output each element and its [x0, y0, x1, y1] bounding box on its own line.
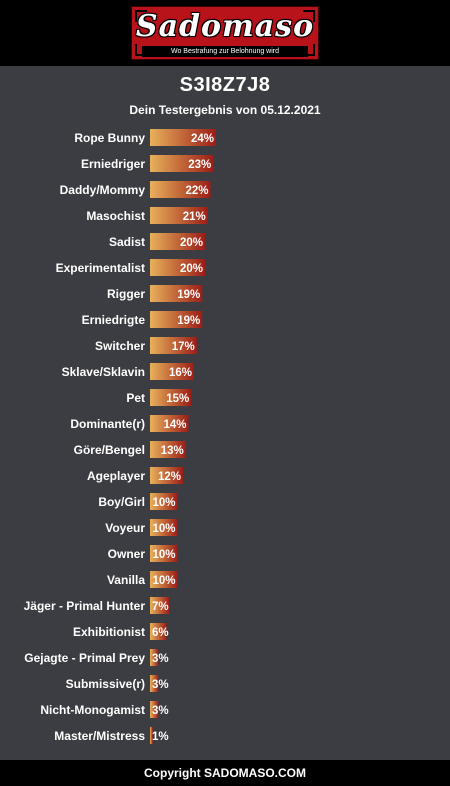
result-bar — [150, 623, 167, 640]
category-label: Experimentalist — [56, 261, 145, 275]
result-bar — [150, 649, 159, 666]
category-label: Sklave/Sklavin — [62, 365, 145, 379]
result-bar — [150, 727, 153, 744]
footer-copyright: Copyright SADOMASO.COM — [0, 760, 450, 786]
result-bar — [150, 155, 214, 172]
bar-value-label: 1% — [152, 731, 169, 743]
result-bar — [150, 181, 211, 198]
category-label: Dominante(r) — [70, 417, 145, 431]
logo-tagline: Wo Bestrafung zur Belohnung wird — [142, 46, 308, 57]
category-label: Daddy/Mommy — [60, 183, 146, 197]
bar-value-label: 20% — [180, 237, 203, 249]
logo-corner-ornament — [303, 44, 315, 56]
bar-value-label: 23% — [188, 159, 211, 171]
result-bar — [150, 233, 205, 250]
bar-value-label: 22% — [185, 185, 208, 197]
bar-value-label: 21% — [183, 211, 206, 223]
result-bar — [150, 259, 205, 276]
bar-value-label: 20% — [180, 263, 203, 275]
bar-value-label: 19% — [177, 289, 200, 301]
bar-value-label: 3% — [152, 653, 169, 665]
result-bar — [150, 519, 178, 536]
bar-value-label: 14% — [163, 419, 186, 431]
category-label: Switcher — [95, 339, 145, 353]
category-label: Rigger — [107, 287, 145, 301]
result-bar — [150, 207, 208, 224]
bar-value-label: 19% — [177, 315, 200, 327]
result-bar — [150, 441, 186, 458]
logo-corner-ornament — [135, 44, 147, 56]
result-bar-chart: Rope Bunny 24% Erniedriger 23% Daddy/Mommy 22… — [24, 129, 216, 744]
category-label: Nicht-Monogamist — [40, 703, 145, 717]
bar-value-label: 15% — [166, 393, 189, 405]
category-label: Submissive(r) — [66, 677, 145, 691]
category-label: Boy/Girl — [98, 495, 145, 509]
category-label: Owner — [108, 547, 146, 561]
category-label: Vanilla — [107, 573, 145, 587]
logo-corner-ornament — [303, 10, 315, 22]
category-label: Jäger - Primal Hunter — [24, 599, 146, 613]
result-bar — [150, 311, 203, 328]
bar-value-label: 24% — [191, 133, 214, 145]
result-bar — [150, 285, 203, 302]
site-logo[interactable]: Sadomaso Wo Bestrafung zur Belohnung wir… — [131, 6, 319, 60]
category-label: Voyeur — [105, 521, 145, 535]
result-bar — [150, 467, 183, 484]
category-label: Ageplayer — [87, 469, 145, 483]
bar-value-label: 13% — [161, 445, 184, 457]
result-bar — [150, 701, 159, 718]
result-bar — [150, 571, 178, 588]
logo-corner-ornament — [135, 10, 147, 22]
category-label: Göre/Bengel — [74, 443, 145, 457]
result-bar — [150, 337, 197, 354]
result-subtitle: Dein Testergebnis von 05.12.2021 — [129, 103, 321, 117]
bar-value-label: 10% — [152, 497, 175, 509]
result-bar — [150, 545, 178, 562]
category-label: Master/Mistress — [54, 729, 145, 743]
bar-value-label: 17% — [172, 341, 195, 353]
category-label: Erniedriger — [81, 157, 145, 171]
category-label: Exhibitionist — [73, 625, 145, 639]
bar-value-label: 16% — [169, 367, 192, 379]
result-bar — [150, 389, 192, 406]
bar-value-label: 10% — [152, 575, 175, 587]
result-bar — [150, 363, 194, 380]
category-label: Erniedrigte — [82, 313, 146, 327]
bar-value-label: 10% — [152, 549, 175, 561]
bar-value-label: 7% — [152, 601, 169, 613]
bar-value-label: 10% — [152, 523, 175, 535]
result-bar — [150, 597, 170, 614]
bar-value-label: 3% — [152, 705, 169, 717]
category-label: Rope Bunny — [74, 131, 145, 145]
result-bar — [150, 415, 189, 432]
bar-value-label: 12% — [158, 471, 181, 483]
result-panel: S3I8Z7J8 Dein Testergebnis von 05.12.202… — [0, 66, 450, 760]
bar-value-label: 6% — [152, 627, 169, 639]
bar-value-label: 3% — [152, 679, 169, 691]
category-label: Masochist — [86, 209, 145, 223]
category-label: Gejagte - Primal Prey — [24, 651, 145, 665]
result-bar — [150, 129, 216, 146]
logo-wordmark: Sadomaso — [135, 9, 315, 44]
site-header: Sadomaso Wo Bestrafung zur Belohnung wir… — [0, 0, 450, 66]
result-title: S3I8Z7J8 — [179, 74, 271, 96]
result-bar — [150, 675, 159, 692]
result-bar — [150, 493, 178, 510]
category-label: Sadist — [109, 235, 145, 249]
category-label: Pet — [126, 391, 145, 405]
